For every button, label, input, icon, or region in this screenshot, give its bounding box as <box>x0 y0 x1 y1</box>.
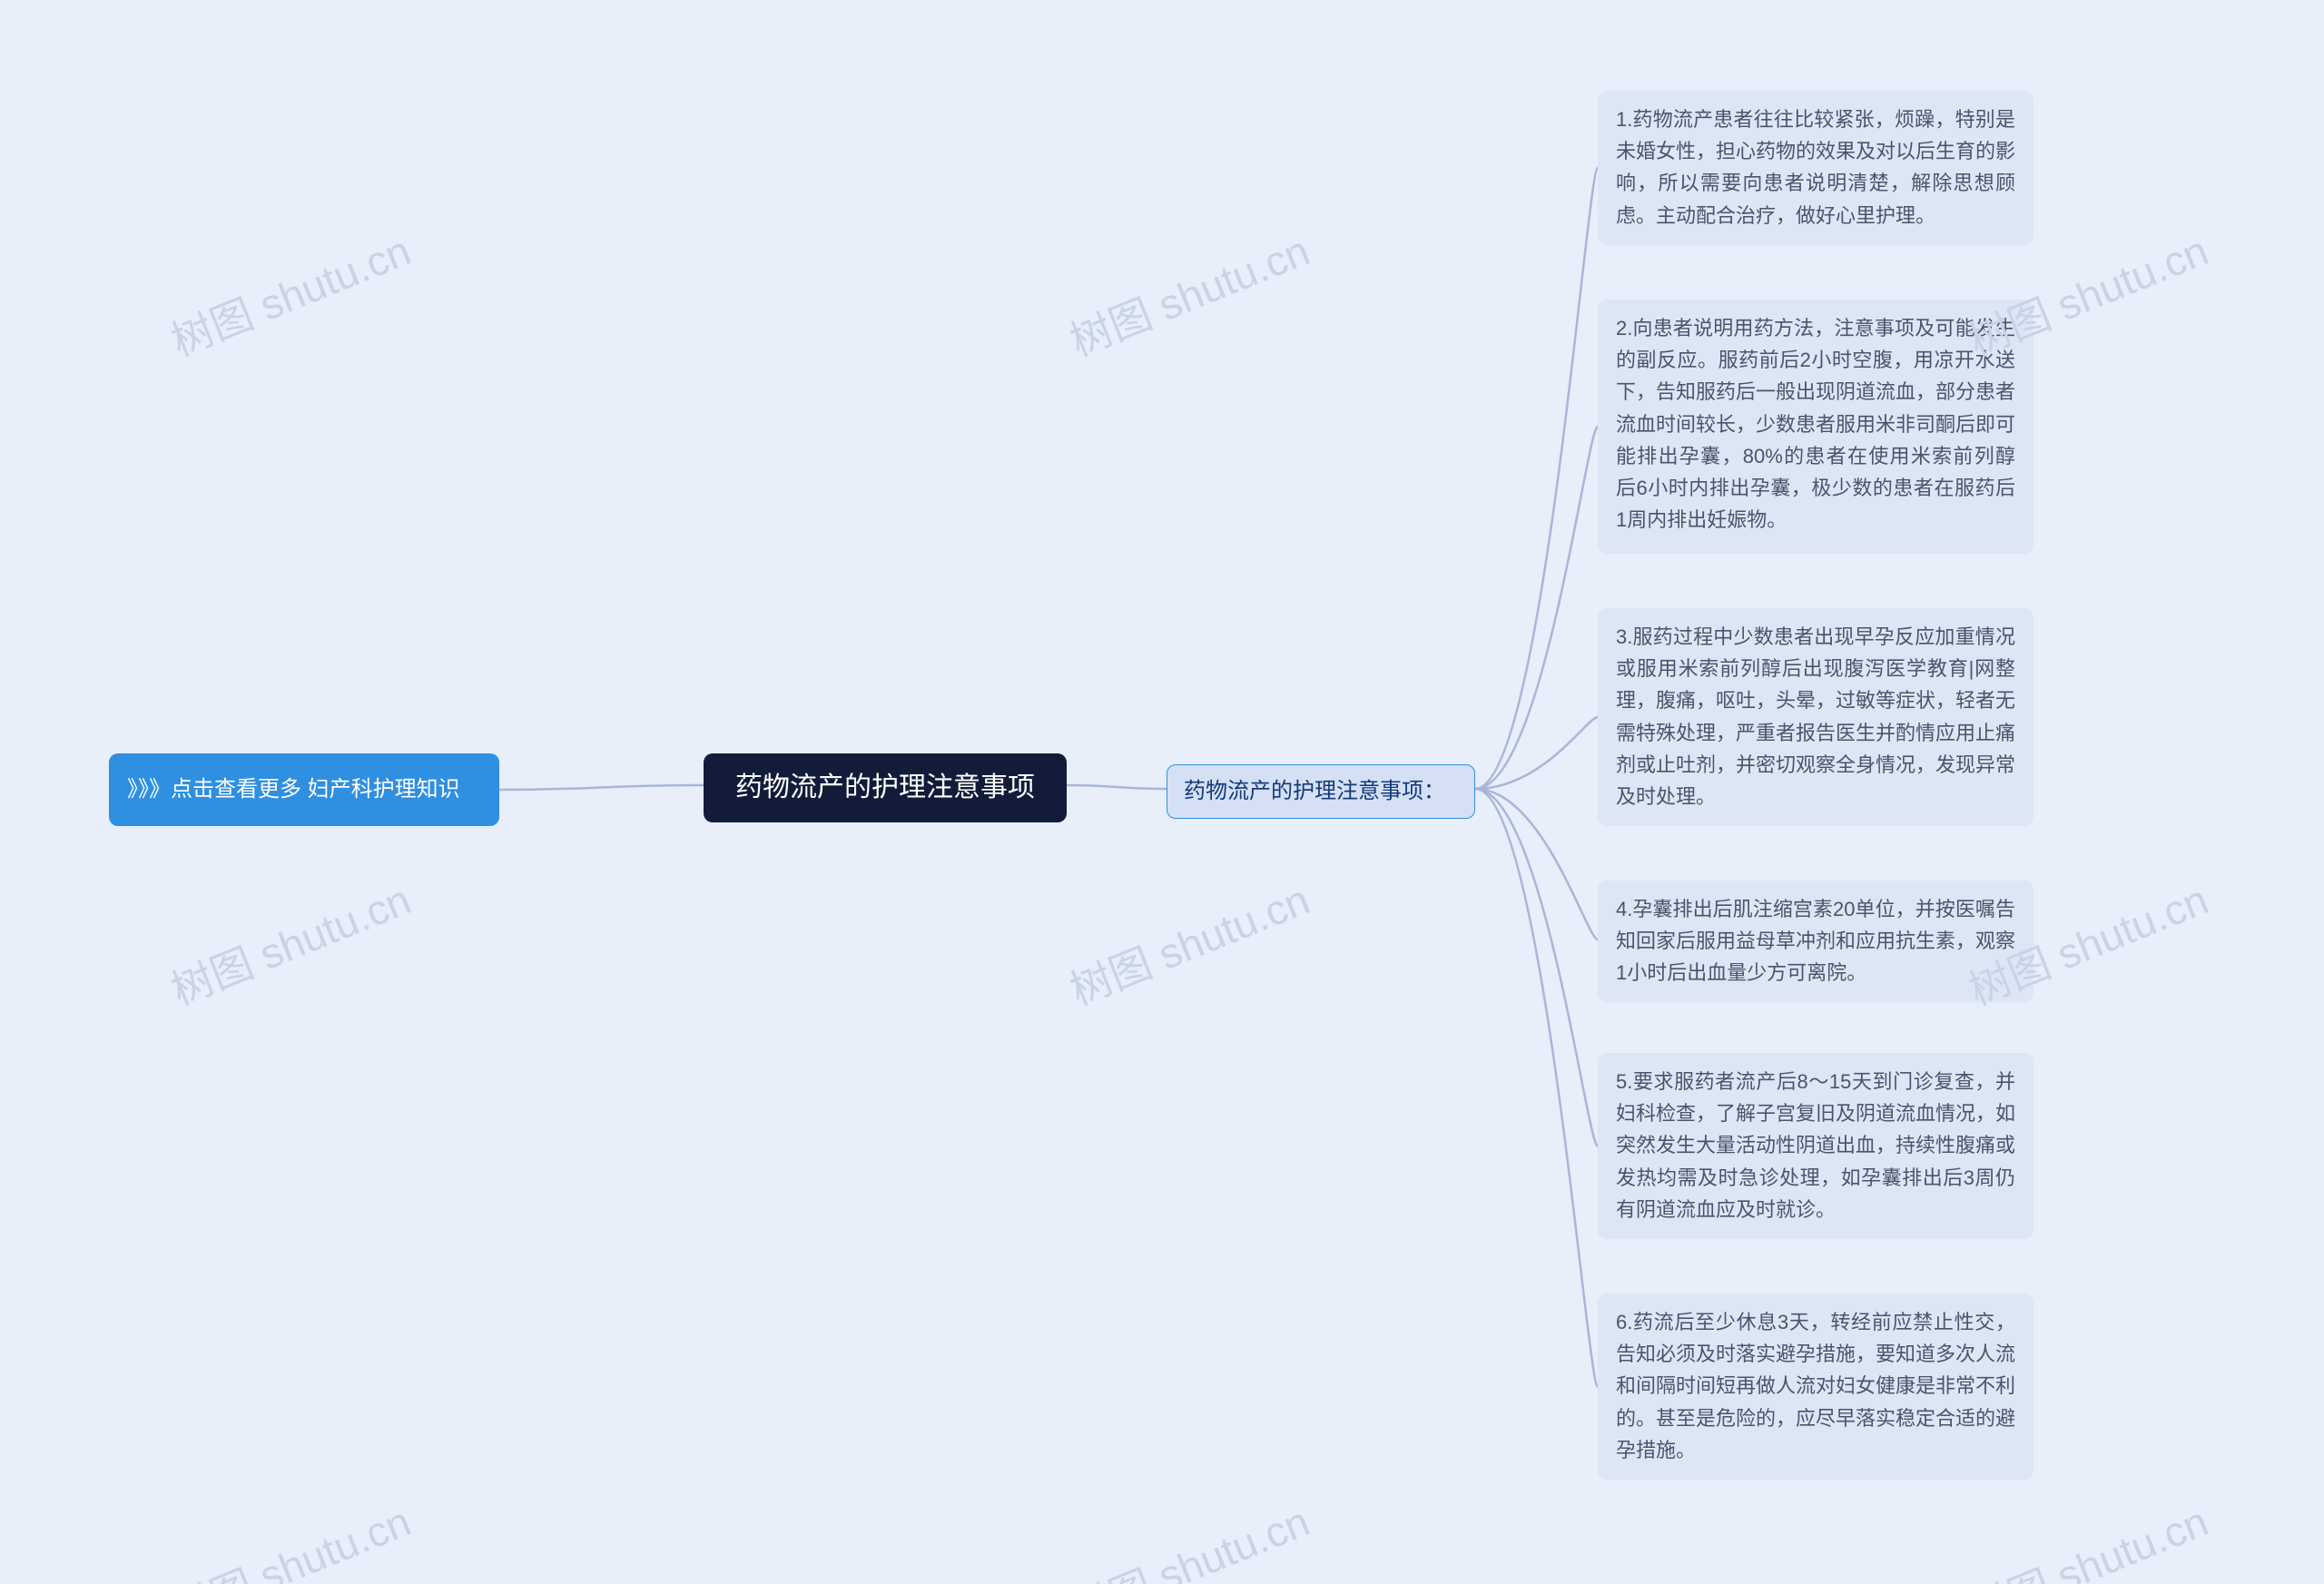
leaf-text: 3.服药过程中少数患者出现早孕反应加重情况或服用米索前列醇后出现腹泻医学教育|网… <box>1616 625 2015 808</box>
root-node: 药物流产的护理注意事项 <box>704 753 1067 822</box>
connector-path <box>1475 717 1598 789</box>
left-link-node[interactable]: 》》》点击查看更多 妇产科护理知识 <box>109 753 499 826</box>
leaf-text: 1.药物流产患者往往比较紧张，烦躁，特别是未婚女性，担心药物的效果及对以后生育的… <box>1616 108 2015 227</box>
leaf-node: 2.向患者说明用药方法，注意事项及可能发生的副反应。服药前后2小时空腹，用凉开水… <box>1598 300 2034 554</box>
leaf-text: 5.要求服药者流产后8～15天到门诊复查，并妇科检查，了解子宫复旧及阴道流血情况… <box>1616 1070 2015 1221</box>
left-link-text: 》》》点击查看更多 妇产科护理知识 <box>127 772 460 807</box>
leaf-node: 6.药流后至少休息3天，转经前应禁止性交，告知必须及时落实避孕措施，要知道多次人… <box>1598 1294 2034 1480</box>
connector-path <box>1475 427 1598 789</box>
leaf-text: 6.药流后至少休息3天，转经前应禁止性交，告知必须及时落实避孕措施，要知道多次人… <box>1616 1311 2015 1461</box>
connector-path <box>1475 789 1598 1387</box>
leaf-node: 3.服药过程中少数患者出现早孕反应加重情况或服用米索前列醇后出现腹泻医学教育|网… <box>1598 608 2034 826</box>
connector-path <box>1475 789 1598 1146</box>
leaf-node: 5.要求服药者流产后8～15天到门诊复查，并妇科检查，了解子宫复旧及阴道流血情况… <box>1598 1053 2034 1239</box>
connector-path <box>1067 785 1167 789</box>
leaf-node: 1.药物流产患者往往比较紧张，烦躁，特别是未婚女性，担心药物的效果及对以后生育的… <box>1598 91 2034 245</box>
leaf-node: 4.孕囊排出后肌注缩宫素20单位，并按医嘱告知回家后服用益母草冲剂和应用抗生素，… <box>1598 881 2034 1002</box>
leaf-text: 2.向患者说明用药方法，注意事项及可能发生的副反应。服药前后2小时空腹，用凉开水… <box>1616 317 2015 531</box>
subtopic-node: 药物流产的护理注意事项： <box>1167 764 1475 819</box>
root-node-text: 药物流产的护理注意事项 <box>735 766 1035 810</box>
connector-path <box>499 785 704 790</box>
subtopic-text: 药物流产的护理注意事项： <box>1184 774 1445 809</box>
mindmap-canvas: 药物流产的护理注意事项 》》》点击查看更多 妇产科护理知识 药物流产的护理注意事… <box>0 0 2324 1584</box>
connector-path <box>1475 168 1598 789</box>
leaf-text: 4.孕囊排出后肌注缩宫素20单位，并按医嘱告知回家后服用益母草冲剂和应用抗生素，… <box>1616 898 2015 984</box>
connector-path <box>1475 789 1598 940</box>
